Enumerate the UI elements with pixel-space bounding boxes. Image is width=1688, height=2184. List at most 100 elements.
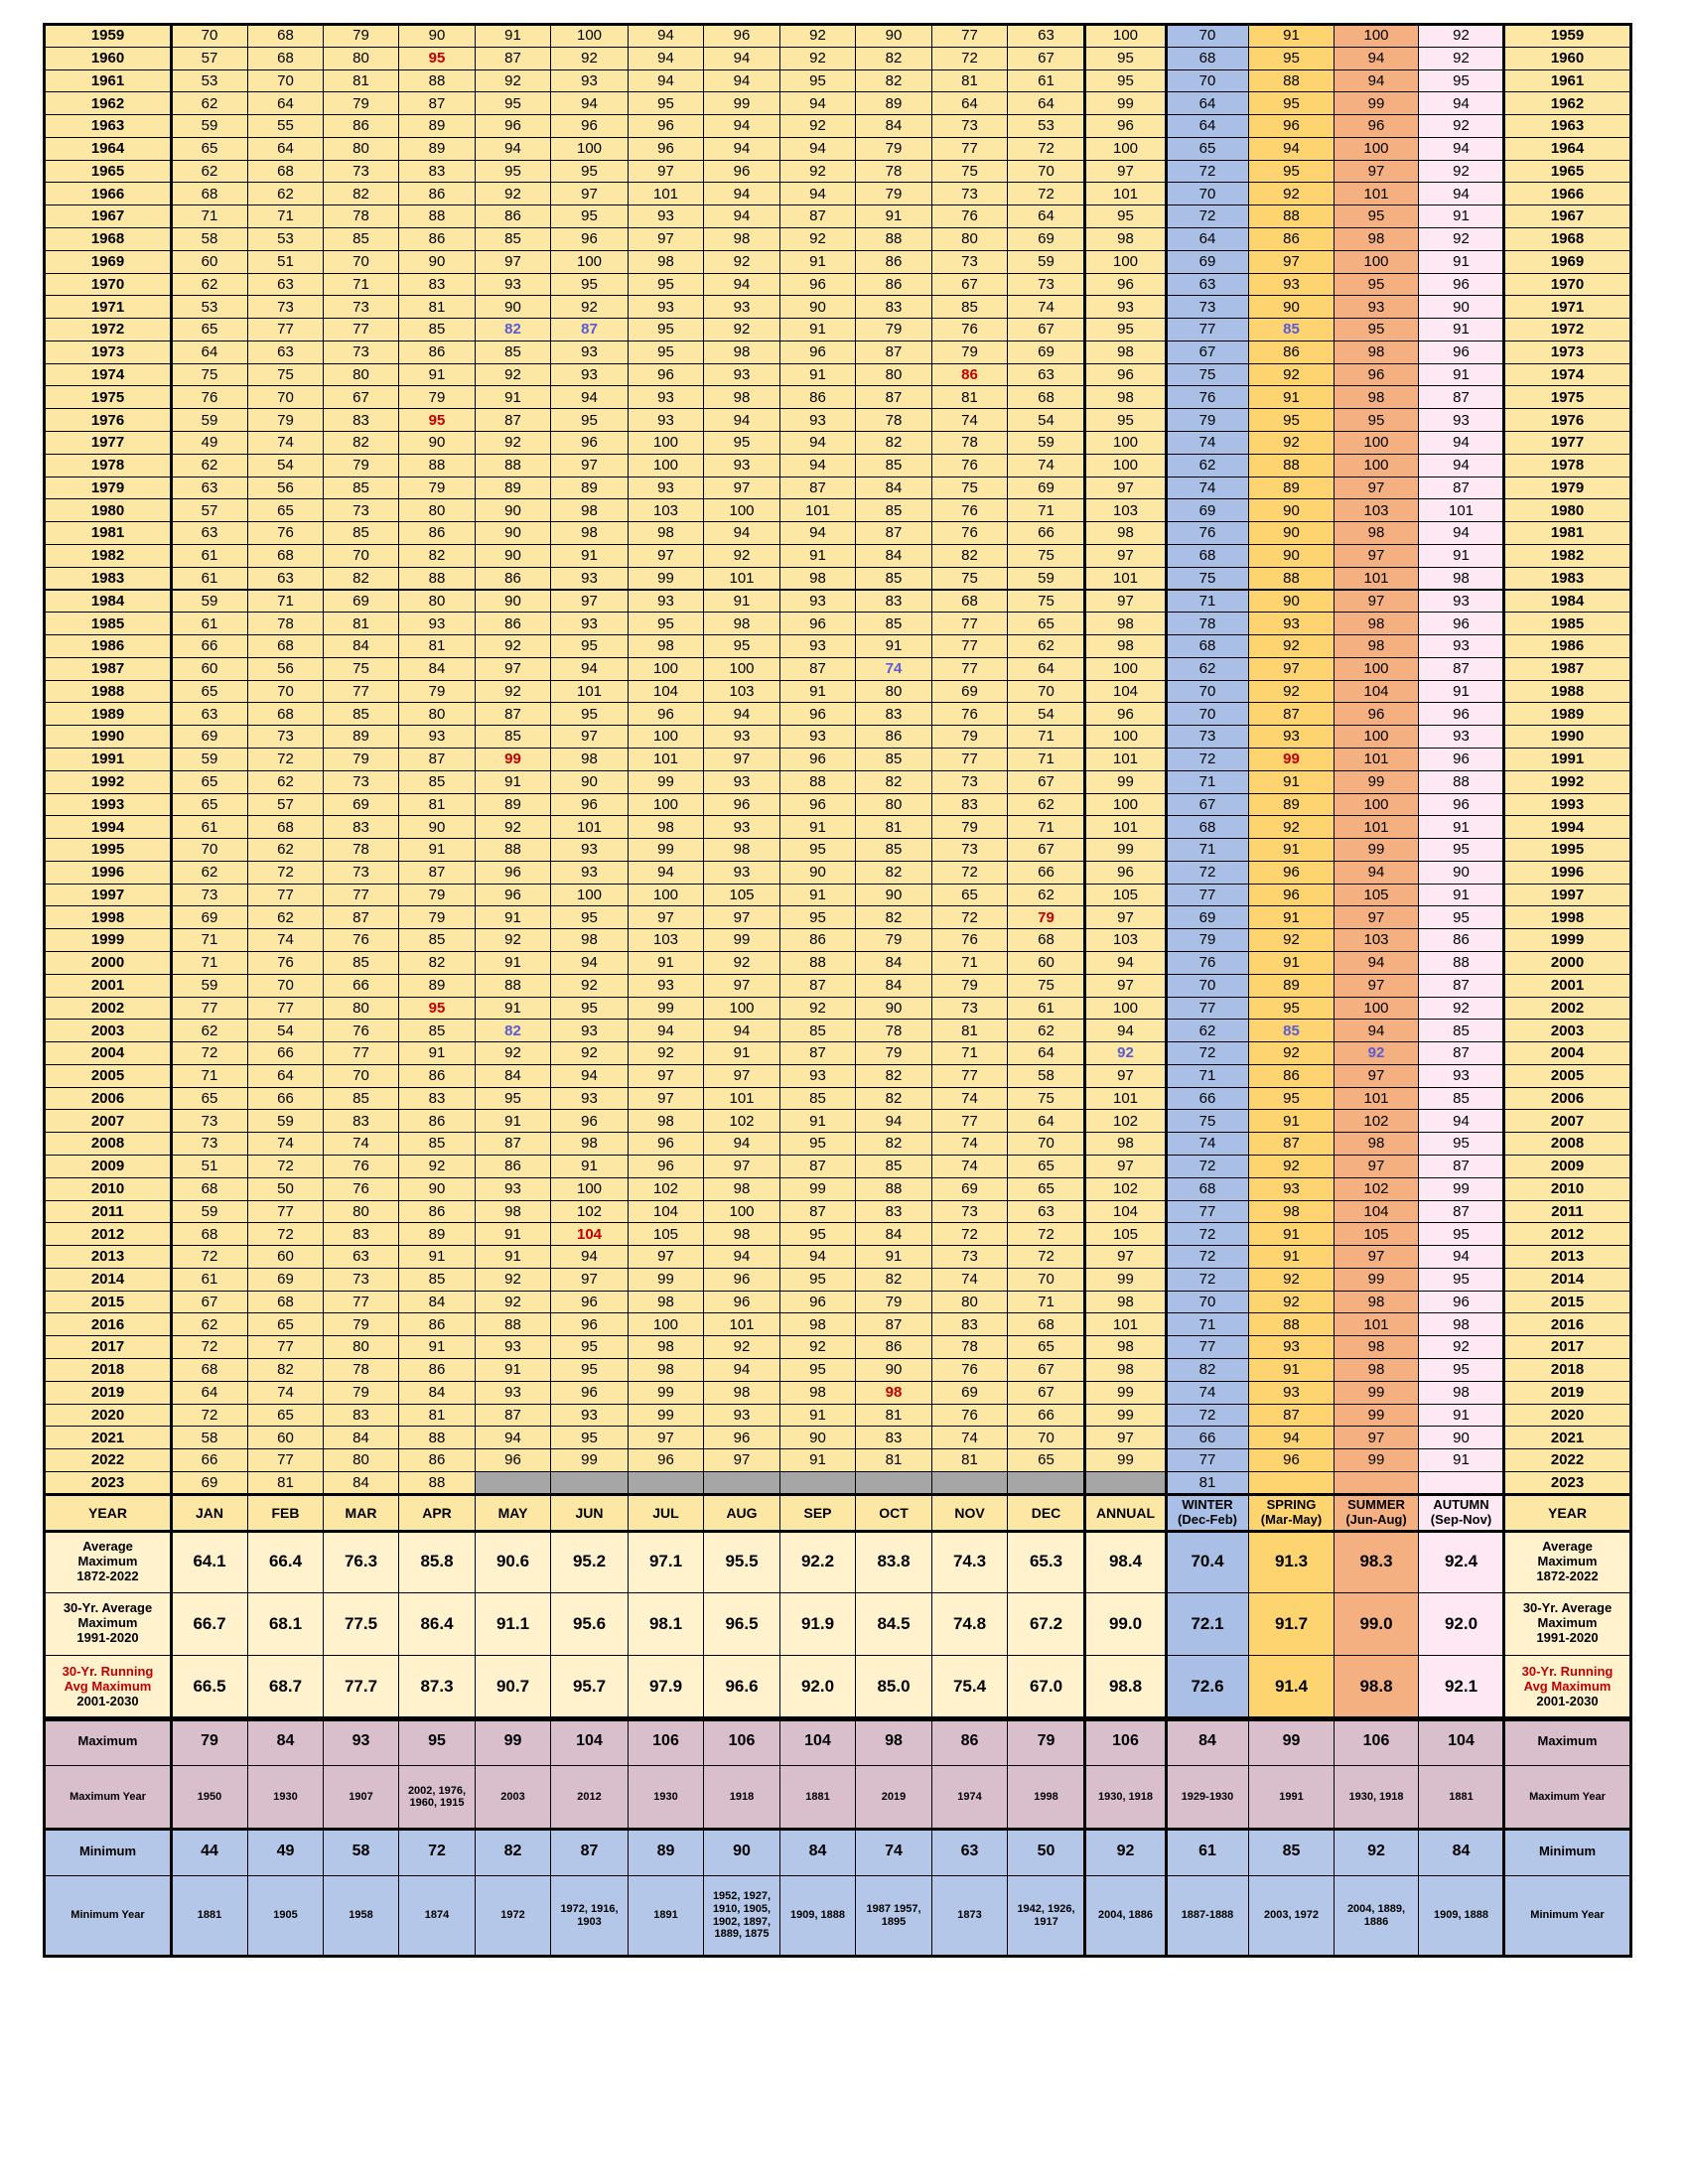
value-cell: 91 bbox=[475, 1109, 551, 1134]
year-cell: 1972 bbox=[1503, 318, 1631, 341]
value-cell: 97 bbox=[1248, 656, 1335, 681]
value-cell: 66 bbox=[247, 1041, 324, 1065]
value-cell: 94 bbox=[779, 91, 856, 116]
header-cell: YEAR bbox=[44, 1493, 172, 1532]
stat-cell: 92.2 bbox=[779, 1530, 856, 1593]
value-cell: 75 bbox=[931, 476, 1008, 500]
stat-cell: 1987 1957, 1895 bbox=[855, 1874, 932, 1957]
value-cell: 93 bbox=[703, 815, 780, 840]
value-cell: 61 bbox=[171, 543, 248, 568]
value-cell: 87 bbox=[475, 1132, 551, 1156]
value-cell: 94 bbox=[1418, 136, 1504, 161]
value-cell: 69 bbox=[1166, 249, 1249, 274]
value-cell: 62 bbox=[1007, 792, 1085, 817]
value-cell: 68 bbox=[931, 589, 1008, 614]
value-cell: 96 bbox=[628, 362, 704, 387]
stat-cell: 99 bbox=[1248, 1717, 1335, 1766]
value-cell: 95 bbox=[1084, 408, 1167, 433]
value-cell: 65 bbox=[171, 318, 248, 341]
year-cell: 2003 bbox=[1503, 1019, 1631, 1043]
value-cell: 80 bbox=[323, 362, 399, 387]
value-cell: 98 bbox=[703, 1380, 780, 1405]
value-cell: 98 bbox=[1334, 1358, 1419, 1382]
value-cell: 93 bbox=[550, 612, 629, 636]
value-cell: 75 bbox=[171, 362, 248, 387]
value-cell: 88 bbox=[1418, 769, 1504, 794]
year-cell: 1995 bbox=[44, 838, 172, 862]
value-cell: 93 bbox=[550, 566, 629, 591]
value-cell: 65 bbox=[1007, 1335, 1085, 1359]
year-cell: 1990 bbox=[44, 725, 172, 749]
value-cell: 72 bbox=[931, 860, 1008, 885]
year-cell: 1968 bbox=[44, 227, 172, 251]
stat-cell: 1972 bbox=[475, 1874, 551, 1957]
value-cell: 66 bbox=[323, 973, 399, 998]
year-cell: 1995 bbox=[1503, 838, 1631, 862]
value-cell: 56 bbox=[247, 656, 324, 681]
value-cell: 90 bbox=[398, 815, 476, 840]
value-cell: 96 bbox=[1084, 860, 1167, 885]
value-cell: 90 bbox=[779, 1426, 856, 1450]
value-cell: 98 bbox=[703, 385, 780, 410]
year-cell: 2013 bbox=[44, 1245, 172, 1269]
value-cell: 91 bbox=[1418, 883, 1504, 907]
year-cell: 1977 bbox=[44, 431, 172, 455]
rule bbox=[1502, 24, 1505, 1956]
value-cell: 94 bbox=[1334, 950, 1419, 975]
value-cell: 64 bbox=[247, 136, 324, 161]
value-cell: 96 bbox=[1418, 792, 1504, 817]
year-cell: 2001 bbox=[44, 973, 172, 998]
value-cell: 92 bbox=[1418, 46, 1504, 70]
value-cell: 77 bbox=[247, 318, 324, 341]
value-cell: 64 bbox=[1007, 91, 1085, 116]
stat-cell: 66.4 bbox=[247, 1530, 324, 1593]
value-cell: 70 bbox=[1007, 1426, 1085, 1450]
value-cell: 92 bbox=[475, 634, 551, 658]
value-cell: 92 bbox=[550, 295, 629, 320]
value-cell: 87 bbox=[475, 408, 551, 433]
value-cell: 95 bbox=[779, 1358, 856, 1382]
value-cell: 79 bbox=[398, 476, 476, 500]
header-cell: AUG bbox=[703, 1493, 780, 1532]
empty-cell bbox=[1084, 1470, 1167, 1495]
value-cell: 68 bbox=[247, 634, 324, 658]
value-cell: 105 bbox=[1334, 1222, 1419, 1247]
value-cell: 79 bbox=[323, 1380, 399, 1405]
value-cell: 74 bbox=[247, 1132, 324, 1156]
value-cell: 98 bbox=[550, 1132, 629, 1156]
value-cell: 93 bbox=[628, 205, 704, 228]
header-cell: JUN bbox=[550, 1493, 629, 1532]
value-cell: 100 bbox=[703, 498, 780, 523]
value-cell: 101 bbox=[1084, 815, 1167, 840]
value-cell: 98 bbox=[1418, 1380, 1504, 1405]
value-cell: 97 bbox=[1084, 1155, 1167, 1178]
year-cell: 2006 bbox=[44, 1086, 172, 1111]
year-cell: 1979 bbox=[1503, 476, 1631, 500]
value-cell: 101 bbox=[1084, 1086, 1167, 1111]
stat-cell: 1974 bbox=[931, 1764, 1008, 1830]
value-cell: 73 bbox=[323, 769, 399, 794]
value-cell: 72 bbox=[171, 1335, 248, 1359]
stat-cell: 74 bbox=[855, 1828, 932, 1876]
value-cell: 62 bbox=[171, 159, 248, 184]
year-cell: 2009 bbox=[1503, 1155, 1631, 1178]
value-cell: 75 bbox=[1007, 589, 1085, 614]
value-cell: 70 bbox=[1166, 679, 1249, 704]
value-cell: 103 bbox=[1334, 928, 1419, 952]
value-cell: 71 bbox=[1166, 1312, 1249, 1337]
header-cell: SUMMER (Jun-Aug) bbox=[1334, 1493, 1419, 1532]
value-cell: 70 bbox=[247, 68, 324, 93]
value-cell: 81 bbox=[855, 815, 932, 840]
value-cell: 96 bbox=[475, 114, 551, 138]
value-cell: 98 bbox=[1334, 612, 1419, 636]
value-cell: 89 bbox=[1248, 792, 1335, 817]
value-cell: 86 bbox=[398, 1448, 476, 1472]
value-cell: 93 bbox=[1418, 634, 1504, 658]
value-cell: 79 bbox=[931, 725, 1008, 749]
stat-cell: 1930 bbox=[628, 1764, 704, 1830]
value-cell: 67 bbox=[171, 1290, 248, 1314]
value-cell: 85 bbox=[398, 1132, 476, 1156]
value-cell: 100 bbox=[1084, 725, 1167, 749]
value-cell: 86 bbox=[398, 1358, 476, 1382]
value-cell: 91 bbox=[550, 543, 629, 568]
